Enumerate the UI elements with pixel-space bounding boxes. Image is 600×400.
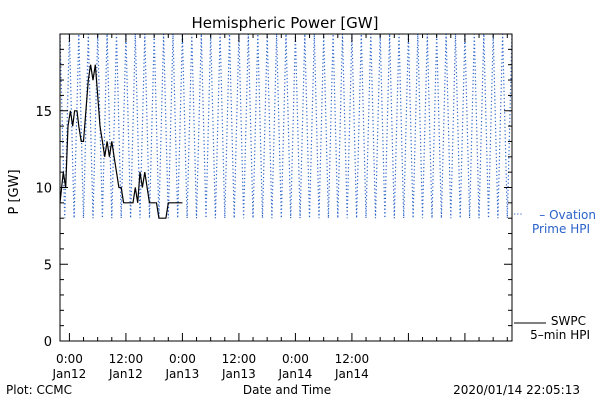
x-tick-time-label: 12:00 [335,352,370,366]
x-tick-time-label: 0:00 [282,352,309,366]
x-tick-time-label: 0:00 [169,352,196,366]
x-tick-date-label: Jan14 [278,367,313,381]
x-tick-time-label: 0:00 [56,352,83,366]
legend-swpc-line2: 5–min HPI [530,328,590,342]
x-tick-date-label: Jan14 [334,367,369,381]
plot-frame [59,33,513,342]
chart-title: Hemispheric Power [GW] [192,14,379,32]
series-ovation-prime-line [59,33,513,219]
y-axis-label: P [GW] [7,169,22,214]
y-tick-label: 10 [35,182,52,197]
footer-timestamp: 2020/01/14 22:05:13 [453,383,580,397]
series-layer [59,33,513,219]
x-axis-label: Date and Time [243,383,331,397]
x-tick-date-label: Jan13 [165,367,200,381]
y-tick-label: 15 [35,105,52,120]
x-tick-date-label: Jan12 [52,367,87,381]
axes: 0510150:00Jan1212:00Jan120:00Jan1312:00J… [35,33,513,381]
series-swpc-line [59,64,183,219]
y-tick-label: 5 [44,258,52,273]
x-tick-time-label: 12:00 [109,352,144,366]
x-tick-time-label: 12:00 [222,352,257,366]
x-tick-date-label: Jan12 [108,367,143,381]
legend-ovation-line1: – Ovation [539,208,596,222]
legend-swpc-line1: SWPC [551,314,586,328]
legend-ovation-line2: Prime HPI [532,222,590,236]
y-tick-label: 0 [44,335,52,350]
footer-plot-source: Plot: CCMC [6,383,72,397]
x-tick-date-label: Jan13 [221,367,256,381]
